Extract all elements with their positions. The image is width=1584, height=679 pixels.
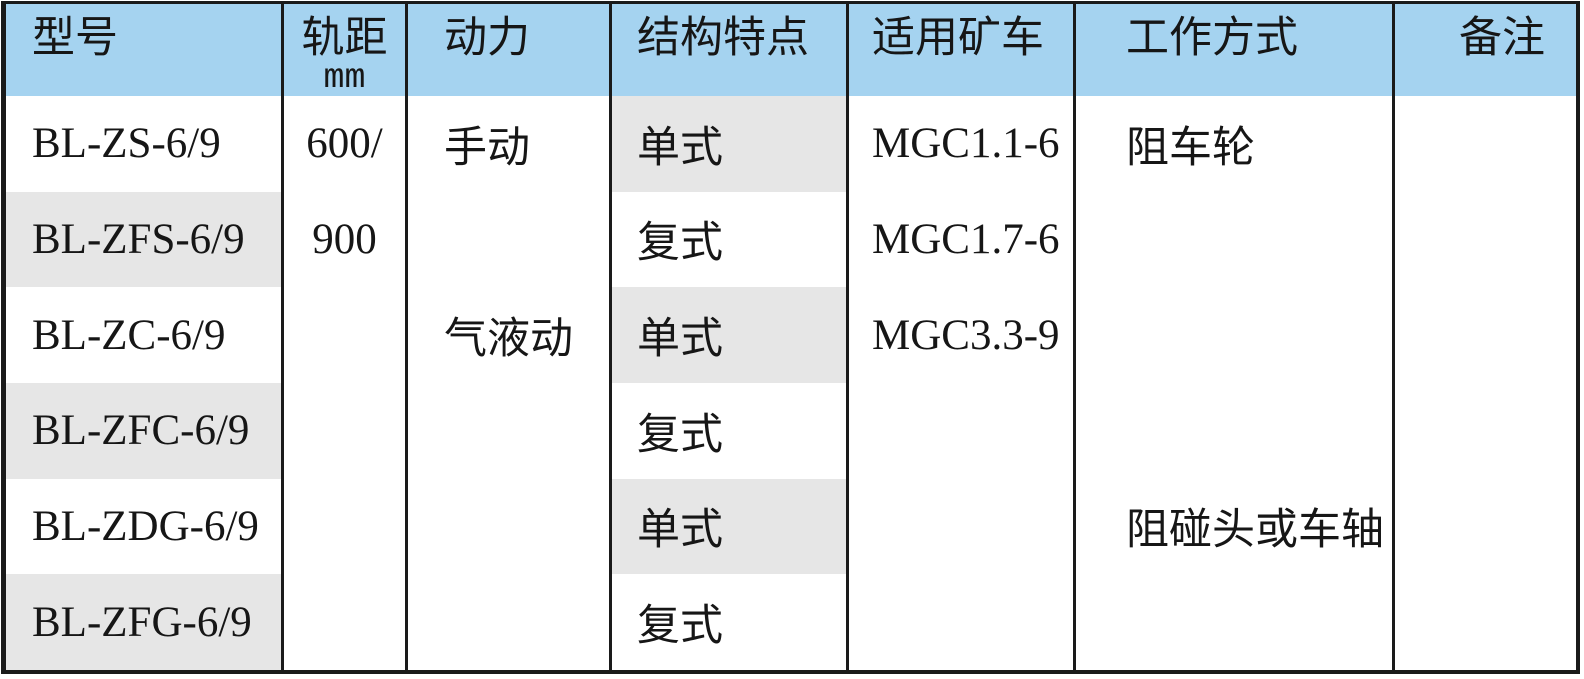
header-work_mode: 工作方式 bbox=[1076, 4, 1392, 96]
cell-remark-row1 bbox=[1395, 96, 1576, 192]
cell-structure-row1: 单式 bbox=[612, 96, 846, 192]
cell-mine_car-row6 bbox=[849, 574, 1073, 670]
header-mine_car: 适用矿车 bbox=[849, 4, 1073, 96]
cell-gauge-row3 bbox=[284, 287, 405, 383]
cell-structure-row2: 复式 bbox=[637, 220, 723, 268]
column-model: 型号 BL-ZS-6/9 BL-ZFS-6/9 BL-ZC-6/9 BL-ZFC-6/9… bbox=[6, 4, 284, 670]
column-remark: 备注 bbox=[1395, 4, 1576, 670]
cell-remark-row6 bbox=[1395, 574, 1576, 670]
column-gauge: 轨距 mm 600/900 bbox=[284, 4, 408, 670]
column-mine_car: 适用矿车 MGC1.1-6 MGC1.7-6 MGC3.3-9 bbox=[849, 4, 1076, 670]
cell-model-row4: BL-ZFC-6/9 bbox=[6, 382, 281, 479]
header-remark: 备注 bbox=[1395, 4, 1576, 96]
column-structure: 结构特点 单式 复式 单式 复式 单式 复式 bbox=[612, 4, 849, 670]
cell-work_mode-row5: 阻碰头或车轴 bbox=[1126, 507, 1384, 555]
header-gauge: 轨距 mm bbox=[284, 4, 405, 96]
header-label: 结构特点 bbox=[637, 15, 809, 62]
cell-work_mode-row1: 阻车轮 bbox=[1126, 124, 1255, 172]
cell-remark-row2 bbox=[1395, 192, 1576, 288]
header-label: 工作方式 bbox=[1126, 15, 1298, 62]
cell-mine_car-row5 bbox=[849, 479, 1073, 575]
header-structure: 结构特点 bbox=[612, 4, 846, 96]
header-label: 动力 bbox=[444, 15, 530, 62]
cell-work_mode-row3 bbox=[1076, 287, 1392, 383]
cell-model-row3: BL-ZC-6/9 bbox=[32, 311, 226, 359]
cell-gauge-row5 bbox=[284, 479, 405, 575]
cell-model-row2: BL-ZFS-6/9 bbox=[6, 191, 281, 288]
cell-power-row4 bbox=[408, 383, 609, 479]
cell-work_mode-row2 bbox=[1076, 192, 1392, 288]
cell-mine_car-row1: MGC1.1-6 bbox=[872, 120, 1060, 168]
cell-power-row6 bbox=[408, 574, 609, 670]
cell-gauge-row6 bbox=[284, 574, 405, 670]
cell-mine_car-row4 bbox=[849, 383, 1073, 479]
header-unit: mm bbox=[323, 58, 366, 96]
cell-power-row1: 手动 bbox=[444, 124, 530, 172]
cell-gauge-row2: 900 bbox=[312, 215, 377, 263]
cell-remark-row5 bbox=[1395, 479, 1576, 575]
header-label: 轨距 bbox=[301, 15, 388, 62]
cell-structure-row3: 单式 bbox=[612, 287, 846, 383]
cell-power-row3: 气液动 bbox=[444, 316, 573, 364]
header-label: 适用矿车 bbox=[872, 15, 1044, 62]
cell-gauge-row4 bbox=[284, 383, 405, 479]
column-work_mode: 工作方式阻车轮阻碰头或车轴 bbox=[1076, 4, 1395, 670]
cell-structure-row5: 单式 bbox=[612, 478, 846, 575]
column-power: 动力 手动 气液动 bbox=[408, 4, 612, 670]
cell-model-row1: BL-ZS-6/9 bbox=[32, 120, 221, 168]
cell-remark-row3 bbox=[1395, 287, 1576, 383]
header-label: 型号 bbox=[32, 15, 118, 62]
cell-gauge-row1: 600/ bbox=[306, 120, 383, 168]
cell-structure-row6: 复式 bbox=[637, 603, 723, 651]
cell-power-row5 bbox=[408, 479, 609, 575]
cell-structure-row4: 复式 bbox=[637, 411, 723, 459]
cell-remark-row4 bbox=[1395, 383, 1576, 479]
cell-mine_car-row3: MGC3.3-9 bbox=[872, 311, 1060, 359]
header-power: 动力 bbox=[408, 4, 609, 96]
header-label: 备注 bbox=[1459, 15, 1545, 62]
cell-model-row6: BL-ZFG-6/9 bbox=[6, 574, 281, 670]
header-model: 型号 bbox=[6, 4, 281, 96]
cell-work_mode-row4 bbox=[1076, 383, 1392, 479]
cell-mine_car-row2: MGC1.7-6 bbox=[872, 215, 1060, 263]
cell-work_mode-row6 bbox=[1076, 574, 1392, 670]
cell-model-row5: BL-ZDG-6/9 bbox=[32, 502, 259, 550]
cell-power-row2 bbox=[408, 192, 609, 288]
